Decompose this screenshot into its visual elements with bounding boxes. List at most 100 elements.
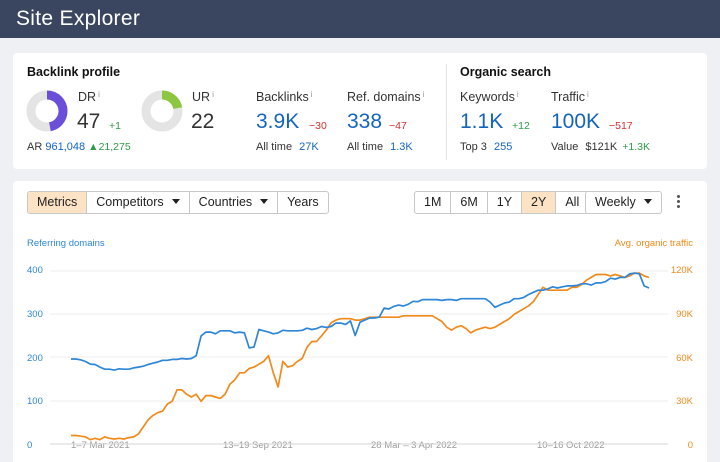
chevron-down-icon — [260, 199, 269, 204]
right-tick: 0 — [687, 440, 693, 451]
keywords-value[interactable]: 1.1K — [460, 110, 504, 133]
left-tick: 100 — [27, 396, 43, 407]
traffic-value-amount: $121K — [585, 141, 618, 153]
range-all[interactable]: All — [556, 192, 588, 213]
right-tick: 90K — [676, 309, 693, 320]
tab-years[interactable]: Years — [278, 192, 328, 213]
tab-metrics[interactable]: Metrics — [28, 192, 88, 213]
metric-tabs: Metrics Competitors Countries Years — [27, 191, 329, 214]
traffic-value-delta: +1.3K — [622, 141, 650, 153]
top-bar: Site Explorer — [0, 0, 720, 38]
ref-domains-value[interactable]: 338 — [347, 110, 383, 133]
ur-metric[interactable]: UR i — [192, 90, 214, 104]
backlinks-all-time: All time 27K — [256, 141, 319, 153]
ur-ring-fill — [141, 90, 183, 132]
range-1y-label: 1Y — [496, 195, 513, 209]
ref-domains-delta: −47 — [389, 120, 407, 132]
range-6m-label: 6M — [460, 195, 478, 209]
right-tick: 30K — [676, 396, 693, 407]
left-tick: 200 — [27, 353, 43, 364]
chevron-down-icon — [643, 199, 652, 204]
ur-value: 22 — [191, 110, 215, 133]
backlinks-all-time-value[interactable]: 27K — [299, 141, 319, 153]
backlinks-info-icon[interactable]: i — [310, 90, 313, 99]
ref-domains-label: Ref. domains — [347, 90, 421, 104]
ur-label: UR — [192, 90, 211, 104]
dr-donut-chart — [26, 90, 68, 132]
dr-info-icon[interactable]: i — [98, 90, 100, 99]
ref-domains-all-time-label: All time — [347, 141, 384, 153]
tab-countries-label: Countries — [198, 195, 253, 209]
dr-label: DR — [78, 90, 97, 104]
dr-metric[interactable]: DR i — [78, 90, 100, 104]
keywords-top3: Top 3 255 — [460, 141, 512, 153]
keywords-info-icon[interactable]: i — [516, 90, 519, 99]
ur-info-icon[interactable]: i — [212, 90, 214, 99]
range-2y[interactable]: 2Y — [522, 192, 557, 213]
ref-domains-metric[interactable]: Ref. domains i — [347, 90, 424, 104]
keywords-label: Keywords — [460, 90, 515, 104]
ar-value[interactable]: 961,048 — [45, 141, 86, 153]
tab-competitors[interactable]: Competitors — [87, 192, 190, 213]
section-divider — [446, 64, 447, 160]
dr-delta: +1 — [109, 120, 121, 132]
right-tick: 60K — [676, 353, 693, 364]
traffic-info-icon[interactable]: i — [587, 90, 589, 99]
right-axis-title: Avg. organic traffic — [614, 238, 693, 249]
range-1y[interactable]: 1Y — [488, 192, 523, 213]
dr-value: 47 — [77, 110, 101, 133]
traffic-value-label: Value — [551, 141, 579, 153]
interval-value: Weekly — [595, 195, 636, 209]
x-tick: 28 Mar – 3 Apr 2022 — [371, 440, 458, 451]
interval-select[interactable]: Weekly — [585, 191, 662, 214]
backlinks-metric[interactable]: Backlinks i — [256, 90, 313, 104]
backlinks-all-time-label: All time — [256, 141, 293, 153]
backlink-profile-title: Backlink profile — [27, 65, 121, 79]
range-1m-label: 1M — [424, 195, 442, 209]
keywords-top3-label: Top 3 — [460, 141, 487, 153]
dr-ring-fill — [26, 90, 68, 132]
tab-metrics-label: Metrics — [37, 195, 78, 209]
range-2y-label: 2Y — [531, 195, 547, 209]
organic-search-title: Organic search — [460, 65, 552, 79]
backlinks-value[interactable]: 3.9K — [256, 110, 300, 133]
overview-card — [13, 53, 707, 169]
series-line-referring-domains[interactable] — [71, 272, 650, 371]
ar-row: AR 961,048 ▲21,275 — [27, 141, 131, 153]
traffic-delta: −517 — [609, 120, 633, 132]
backlinks-label: Backlinks — [256, 90, 309, 104]
traffic-value-row: Value $121K +1.3K — [551, 141, 650, 153]
left-tick: 400 — [27, 265, 43, 276]
traffic-value[interactable]: 100K — [551, 110, 601, 133]
ref-domains-all-time-value[interactable]: 1.3K — [390, 141, 413, 153]
tab-years-label: Years — [287, 195, 319, 209]
ar-delta: ▲21,275 — [88, 141, 131, 153]
chart-grid — [50, 270, 668, 445]
keywords-top3-value[interactable]: 255 — [493, 141, 513, 153]
x-tick: 13–19 Sep 2021 — [223, 440, 293, 451]
range-6m[interactable]: 6M — [451, 192, 488, 213]
ref-domains-all-time: All time 1.3K — [347, 141, 413, 153]
range-buttons: 1M 6M 1Y 2Y All — [414, 191, 590, 214]
keywords-metric[interactable]: Keywords i — [460, 90, 519, 104]
backlinks-delta: −30 — [309, 120, 327, 132]
ur-donut-chart — [141, 90, 183, 132]
ref-domains-info-icon[interactable]: i — [422, 90, 425, 99]
page-title: Site Explorer — [16, 7, 141, 30]
chart-lines — [71, 272, 650, 441]
x-tick: 10–16 Oct 2022 — [537, 440, 605, 451]
traffic-metric[interactable]: Traffic i — [551, 90, 589, 104]
series-line-organic-traffic[interactable] — [71, 272, 650, 441]
left-axis-title: Referring domains — [27, 238, 105, 249]
traffic-label: Traffic — [551, 90, 586, 104]
left-tick: 0 — [27, 440, 33, 451]
x-tick: 1–7 Mar 2021 — [71, 440, 130, 451]
right-tick: 120K — [670, 265, 693, 276]
tab-countries[interactable]: Countries — [190, 192, 279, 213]
range-1m[interactable]: 1M — [415, 192, 452, 213]
more-options-icon[interactable] — [675, 195, 681, 211]
chevron-down-icon — [171, 199, 180, 204]
tab-competitors-label: Competitors — [96, 195, 164, 209]
range-all-label: All — [565, 195, 580, 209]
